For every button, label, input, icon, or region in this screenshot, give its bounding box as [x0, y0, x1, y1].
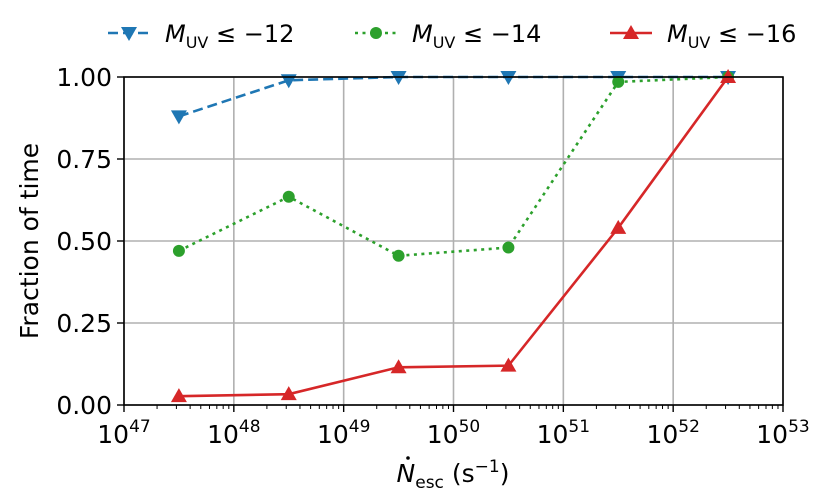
data-point-triangle-down [170, 110, 187, 125]
data-point-triangle-up [280, 386, 297, 401]
axis-ticks [117, 76, 784, 412]
series-line [178, 75, 729, 118]
y-axis-label: Fraction of time [15, 143, 44, 339]
series-line [178, 75, 729, 258]
x-tick-label: 1049 [317, 417, 370, 449]
y-tick-label: 0.00 [56, 391, 112, 420]
x-tick-label: 1050 [427, 417, 480, 449]
x-tick-label: 1053 [756, 417, 809, 449]
x-axis-label-sub: esc [415, 473, 444, 493]
series-circle [172, 71, 735, 262]
x-axis-label-dot [406, 456, 410, 460]
y-tick-labels: 0.00 0.25 0.50 0.75 1.00 [56, 63, 112, 420]
legend-label: MUV ≤ −12 [165, 20, 294, 52]
legend-item: MUV ≤ −16 [610, 20, 796, 52]
data-point-circle [612, 75, 625, 88]
x-axis-label-unit: (s [444, 459, 475, 488]
y-tick-label: 1.00 [56, 63, 112, 92]
data-point-triangle-up [623, 25, 639, 39]
data-point-circle [282, 190, 295, 203]
data-point-circle [502, 241, 515, 254]
data-point-triangle-down [500, 71, 517, 85]
y-tick-label: 0.75 [56, 145, 112, 174]
data-point-circle [370, 27, 382, 39]
data-point-triangle-up [500, 357, 517, 372]
x-tick-labels: 1047 1048 1049 1050 1051 1052 1053 [97, 417, 809, 449]
x-axis-label: Nesc (s−1) [397, 456, 510, 493]
x-tick-label: 1052 [646, 417, 699, 449]
data-point-circle [172, 244, 185, 257]
y-tick-label: 0.50 [56, 227, 112, 256]
x-tick-label: 1047 [97, 417, 150, 449]
x-axis-label-unit-exp: −1 [475, 457, 500, 477]
x-tick-label: 1048 [207, 417, 260, 449]
data-point-circle [392, 249, 405, 262]
legend: MUV ≤ −12 MUV ≤ −14 MUV ≤ −16 [108, 20, 796, 52]
x-axis-label-symbol: N [397, 459, 416, 488]
x-axis-label-close: ) [500, 459, 510, 488]
y-tick-label: 0.25 [56, 309, 112, 338]
legend-item: MUV ≤ −14 [355, 20, 541, 52]
x-tick-label: 1051 [537, 417, 590, 449]
data-point-triangle-down [121, 27, 137, 41]
data-point-triangle-up [390, 359, 407, 374]
series-line [178, 76, 730, 398]
data-point-triangle-up [170, 388, 187, 403]
data-point-triangle-up [610, 219, 627, 234]
legend-item: MUV ≤ −12 [108, 20, 294, 52]
data-point-triangle-up [720, 69, 737, 83]
series-triangle-up [170, 69, 737, 403]
svg-text:Nesc (s−1): Nesc (s−1) [397, 457, 510, 493]
legend-label: MUV ≤ −14 [412, 20, 541, 52]
data-point-triangle-down [390, 71, 407, 85]
grid-lines [123, 76, 784, 406]
legend-label: MUV ≤ −16 [667, 20, 796, 52]
